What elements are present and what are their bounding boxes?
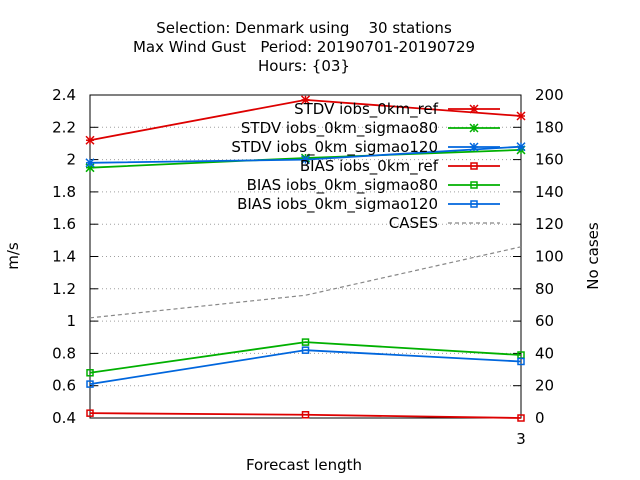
x-tick-label: 3 [516, 430, 526, 448]
y-tick-label: 1 [66, 312, 76, 330]
title-line: Max Wind Gust Period: 20190701-20190729 [133, 38, 475, 56]
y2-tick-label: 180 [535, 118, 564, 136]
y-tick-label: 1.2 [52, 280, 76, 298]
y-tick-label: 2.4 [52, 86, 76, 104]
data-point [85, 135, 95, 145]
legend-label: BIAS iobs_0km_sigmao80 [247, 176, 438, 195]
y-tick-label: 1.6 [52, 215, 76, 233]
data-point [301, 338, 310, 346]
data-point [469, 123, 479, 133]
y2-tick-label: 60 [535, 312, 554, 330]
series-line [89, 246, 522, 319]
series-line [89, 349, 522, 385]
y-tick-label: 0.4 [52, 409, 76, 427]
data-point [470, 181, 478, 189]
y2-tick-label: 100 [535, 248, 564, 266]
x-axis-label: Forecast length [246, 456, 362, 474]
y2-tick-label: 160 [535, 151, 564, 169]
legend-label: STDV iobs_0km_sigmao120 [231, 138, 438, 157]
series [85, 95, 526, 422]
y2-tick-label: 0 [535, 409, 545, 427]
y2-tick-label: 120 [535, 215, 564, 233]
y2-tick-label: 20 [535, 377, 554, 395]
legend-label: STDV iobs_0km_sigmao80 [241, 119, 438, 138]
series-line [89, 412, 522, 419]
data-point [516, 111, 526, 121]
y2-axis-label: No cases [584, 222, 602, 290]
data-point [517, 414, 525, 422]
y2-tick-label: 140 [535, 183, 564, 201]
data-point [301, 346, 310, 354]
y-tick-label: 0.8 [52, 344, 76, 362]
chart-title: Selection: Denmark using 30 stationsMax … [133, 19, 475, 75]
data-point [86, 380, 94, 388]
x-axis-ticks: 3 [516, 410, 526, 448]
y-axis-label: m/s [4, 242, 22, 270]
data-point [469, 104, 479, 114]
y2-tick-label: 200 [535, 86, 564, 104]
legend-label: BIAS iobs_0km_ref [300, 157, 439, 176]
data-point [300, 95, 311, 105]
legend-label: CASES [389, 214, 438, 232]
data-point [517, 357, 525, 366]
data-point [85, 158, 95, 168]
y-tick-label: 2 [66, 151, 76, 169]
y-axis-ticks: 0.4 0.6 0.8 1 1.2 1.4 1.6 1.8 2 2.2 2.4 [52, 86, 521, 427]
data-point [470, 162, 478, 170]
y2-tick-label: 40 [535, 344, 554, 362]
y-tick-label: 1.4 [52, 248, 76, 266]
data-point [469, 142, 479, 152]
legend-label: BIAS iobs_0km_sigmao120 [237, 195, 438, 214]
y-tick-label: 1.8 [52, 183, 76, 201]
title-line: Selection: Denmark using 30 stations [156, 19, 452, 37]
data-point [470, 200, 478, 208]
y2-tick-label: 80 [535, 280, 554, 298]
y2-axis-ticks: 0 20 40 60 80 100 120 140 160 180 200 [535, 86, 564, 427]
data-point [86, 409, 94, 417]
data-point [301, 411, 310, 419]
series-line [89, 341, 522, 374]
data-point [86, 369, 94, 377]
y-tick-label: 0.6 [52, 377, 76, 395]
title-line: Hours: {03} [258, 57, 350, 75]
legend-label: STDV iobs_0km_ref [294, 100, 439, 119]
y-tick-label: 2.2 [52, 118, 76, 136]
data-point [300, 155, 311, 165]
data-point [516, 142, 526, 152]
